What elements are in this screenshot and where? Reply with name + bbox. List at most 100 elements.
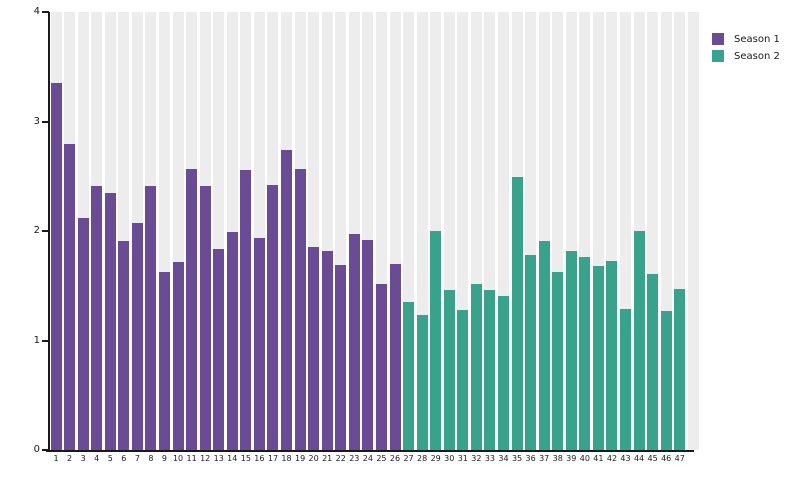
x-tick-label: 22 <box>335 454 346 463</box>
bar-18 <box>281 149 293 450</box>
background-stripe <box>213 12 225 450</box>
legend-label-season1: Season 1 <box>734 33 780 45</box>
background-stripe <box>565 12 577 450</box>
legend-label-season2: Season 2 <box>734 50 780 62</box>
bar-32 <box>470 283 482 450</box>
x-tick-label: 25 <box>376 454 387 463</box>
bar-39 <box>565 250 577 450</box>
x-tick-label: 36 <box>525 454 536 463</box>
y-tick-label: 2 <box>33 225 40 236</box>
x-tick-label: 8 <box>148 454 154 463</box>
season1-swatch <box>712 33 724 45</box>
bar-31 <box>457 309 469 450</box>
bar-22 <box>335 264 347 450</box>
bar-35 <box>511 177 523 450</box>
bar-5 <box>104 192 116 450</box>
x-tick-label: 24 <box>362 454 373 463</box>
x-tick-label: 12 <box>200 454 211 463</box>
y-tick-mark <box>42 339 49 342</box>
bar-19 <box>294 168 306 450</box>
x-tick-label: 6 <box>121 454 127 463</box>
legend-item-season2: Season 2 <box>712 50 780 62</box>
x-tick-label: 47 <box>674 454 685 463</box>
x-tick-label: 23 <box>349 454 360 463</box>
season2-swatch <box>712 50 724 62</box>
bar-20 <box>308 247 320 450</box>
bar-12 <box>199 186 211 450</box>
bar-7 <box>131 223 143 450</box>
background-stripe <box>552 12 564 450</box>
background-stripe <box>226 12 238 450</box>
bar-33 <box>484 290 496 450</box>
x-tick-label: 11 <box>186 454 197 463</box>
y-tick-label: 1 <box>33 334 40 346</box>
x-tick-label: 31 <box>457 454 468 463</box>
bar-25 <box>375 283 387 450</box>
bar-4 <box>91 186 103 450</box>
x-tick-label: 34 <box>498 454 509 463</box>
background-stripe <box>158 12 170 450</box>
bar-29 <box>430 231 442 450</box>
x-tick-label: 46 <box>661 454 672 463</box>
bar-44 <box>633 231 645 450</box>
background-stripe <box>592 12 604 450</box>
x-tick-label: 18 <box>281 454 292 463</box>
background-stripe <box>253 12 265 450</box>
legend: Season 1 Season 2 <box>712 33 780 67</box>
background-stripe <box>389 12 401 450</box>
background-stripe <box>403 12 415 450</box>
x-tick-label: 4 <box>94 454 100 463</box>
x-tick-label: 28 <box>417 454 428 463</box>
x-tick-label: 19 <box>294 454 306 463</box>
bar-28 <box>416 315 428 450</box>
background-stripe <box>321 12 333 450</box>
background-stripe <box>525 12 537 450</box>
background-stripe <box>620 12 632 450</box>
bar-11 <box>186 168 198 450</box>
x-tick-label: 15 <box>240 454 251 463</box>
bar-30 <box>443 290 455 450</box>
y-tick-label: 3 <box>33 115 40 127</box>
background-stripe <box>484 12 496 450</box>
background-stripe <box>416 12 428 450</box>
bar-21 <box>321 250 333 450</box>
background-stripe <box>457 12 469 450</box>
bar-24 <box>362 239 374 450</box>
y-tick-mark <box>42 230 49 232</box>
background-stripe <box>606 12 618 450</box>
background-stripe <box>308 12 320 450</box>
legend-item-season1: Season 1 <box>712 33 780 45</box>
x-tick-label: 45 <box>647 454 658 463</box>
bar-38 <box>552 271 564 450</box>
x-tick-label: 3 <box>80 454 86 463</box>
bar-26 <box>389 263 401 450</box>
y-tick-mark <box>42 449 49 451</box>
bar-40 <box>579 257 591 450</box>
bar-34 <box>497 295 509 450</box>
background-stripe <box>538 12 550 450</box>
x-tick-label: 38 <box>552 454 563 463</box>
x-tick-label: 29 <box>430 454 441 463</box>
x-tick-label: 1 <box>53 454 59 463</box>
x-tick-label: 16 <box>254 454 265 463</box>
y-axis-line <box>48 12 50 451</box>
background-stripe <box>335 12 347 450</box>
bar-27 <box>403 302 415 450</box>
bar-46 <box>660 310 672 450</box>
background-stripe <box>118 12 130 450</box>
background-stripe <box>375 12 387 450</box>
bar-8 <box>145 186 157 450</box>
x-tick-label: 17 <box>267 454 279 463</box>
x-tick-label: 42 <box>606 454 618 463</box>
y-tick-label: 0 <box>33 444 40 455</box>
x-tick-label: 41 <box>593 454 604 463</box>
bar-45 <box>647 273 659 450</box>
bar-9 <box>158 271 170 450</box>
x-tick-label: 9 <box>161 454 168 463</box>
x-tick-label: 10 <box>172 454 184 463</box>
x-tick-label: 37 <box>539 454 550 463</box>
x-tick-label: 26 <box>389 454 401 463</box>
x-tick-label: 40 <box>579 454 590 463</box>
